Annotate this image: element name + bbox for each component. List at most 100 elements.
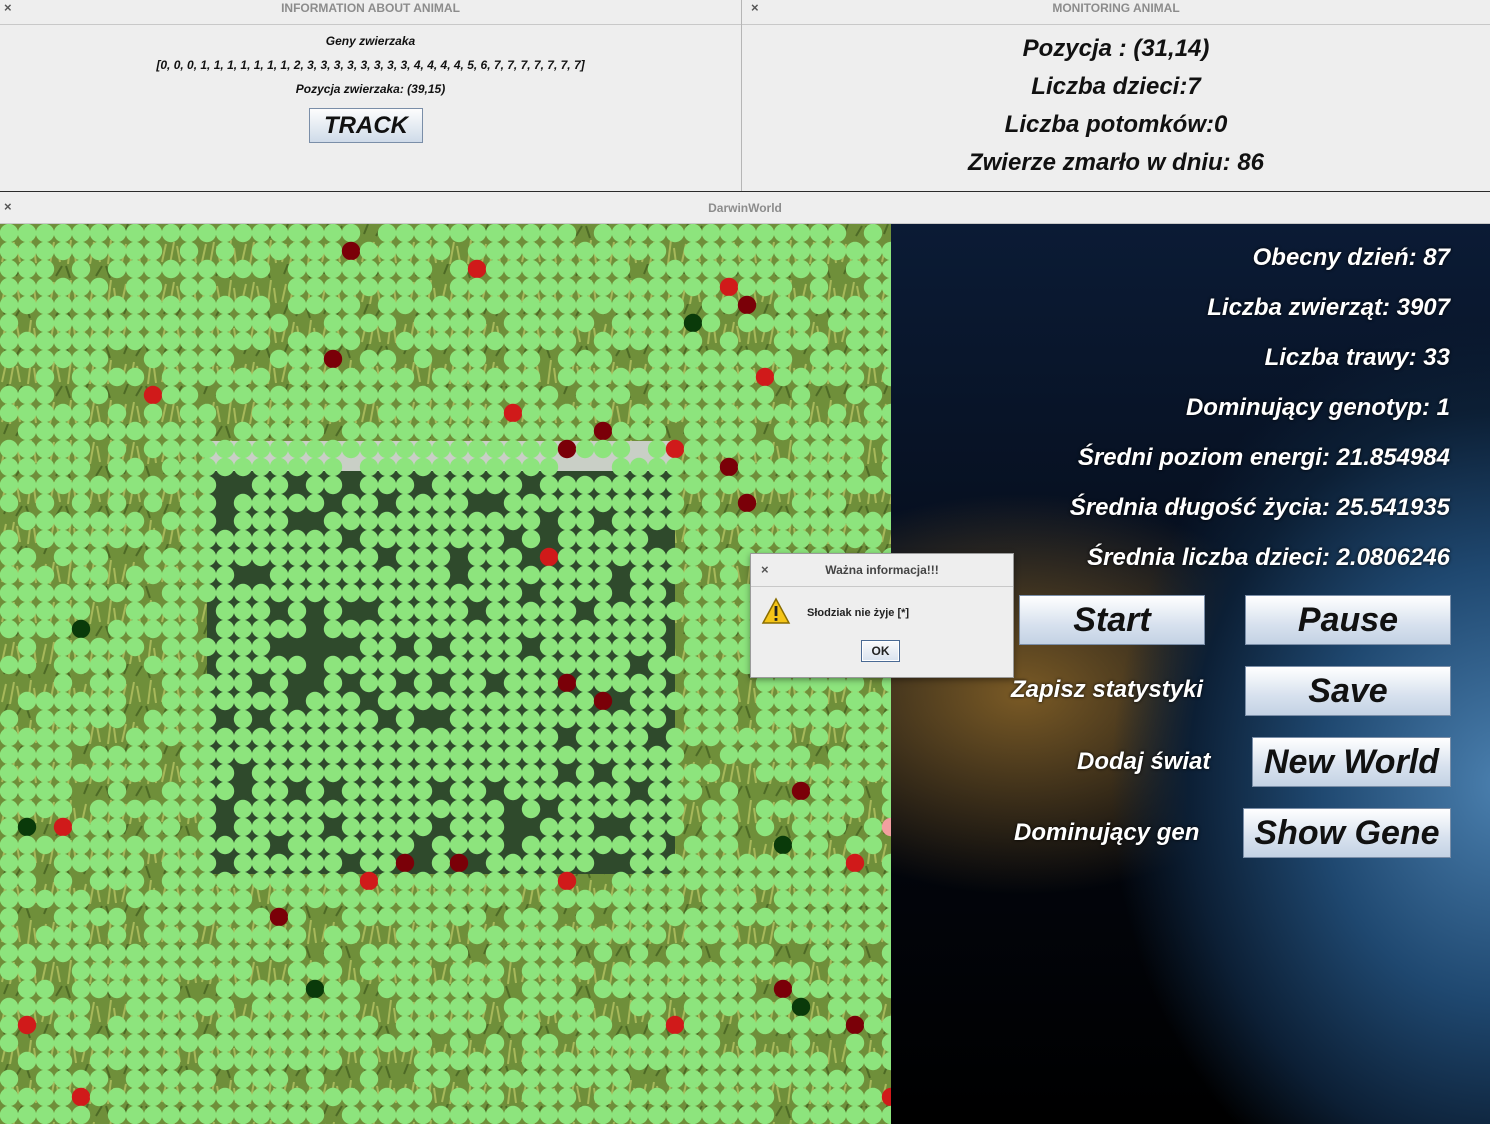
animal-cell[interactable] [611,889,631,909]
animal-cell[interactable] [35,349,55,369]
animal-cell[interactable] [485,421,505,441]
animal-cell[interactable] [233,601,253,621]
animal-cell[interactable] [557,709,577,729]
animal-cell[interactable] [683,601,703,621]
animal-cell[interactable] [467,511,487,531]
animal-cell[interactable] [755,1051,775,1071]
animal-cell[interactable] [251,925,271,945]
animal-cell[interactable] [71,997,91,1017]
animal-cell[interactable] [593,745,613,765]
animal-cell[interactable] [0,475,19,495]
animal-cell[interactable] [287,493,307,513]
animal-cell[interactable] [791,457,811,477]
animal-cell[interactable] [503,277,523,297]
animal-cell[interactable] [773,997,793,1017]
animal-cell[interactable] [539,224,559,243]
animal-cell[interactable] [521,493,541,513]
animal-cell[interactable] [377,277,397,297]
animal-cell[interactable] [377,224,397,243]
animal-cell[interactable] [521,601,541,621]
animal-cell[interactable] [575,565,595,585]
animal-cell[interactable] [323,799,343,819]
animal-cell[interactable] [143,907,163,927]
animal-cell[interactable] [485,1087,505,1107]
animal-cell[interactable] [323,853,343,873]
animal-cell[interactable] [539,493,559,513]
animal-cell[interactable] [557,241,577,261]
animal-cell[interactable] [647,781,667,801]
animal-cell[interactable] [413,871,433,891]
animal-cell[interactable] [179,565,199,585]
animal-cell[interactable] [467,727,487,747]
animal-cell[interactable] [107,1051,127,1071]
animal-cell[interactable] [413,745,433,765]
animal-cell[interactable] [251,745,271,765]
animal-cell[interactable] [755,349,775,369]
animal-cell[interactable] [665,547,685,567]
animal-cell[interactable] [143,1069,163,1089]
animal-cell[interactable] [557,673,577,693]
animal-cell[interactable] [359,565,379,585]
animal-cell[interactable] [215,583,235,603]
animal-cell[interactable] [107,331,127,351]
animal-cell[interactable] [701,1069,721,1089]
animal-cell[interactable] [305,529,325,549]
animal-cell[interactable] [845,457,865,477]
animal-cell[interactable] [719,979,739,999]
animal-cell[interactable] [287,331,307,351]
animal-cell[interactable] [233,673,253,693]
animal-cell[interactable] [35,439,55,459]
animal-cell[interactable] [71,889,91,909]
animal-cell[interactable] [449,619,469,639]
animal-cell[interactable] [305,583,325,603]
animal-cell[interactable] [107,655,127,675]
animal-cell[interactable] [125,529,145,549]
animal-cell[interactable] [845,871,865,891]
animal-cell[interactable] [755,385,775,405]
animal-cell[interactable] [161,457,181,477]
animal-cell[interactable] [881,979,891,999]
animal-cell[interactable] [197,331,217,351]
animal-cell[interactable] [0,943,19,963]
animal-cell[interactable] [359,655,379,675]
animal-cell[interactable] [485,475,505,495]
animal-cell[interactable] [269,475,289,495]
animal-cell[interactable] [395,277,415,297]
animal-cell[interactable] [53,871,73,891]
animal-cell[interactable] [413,583,433,603]
animal-cell[interactable] [341,745,361,765]
animal-cell[interactable] [863,224,883,243]
animal-cell[interactable] [773,457,793,477]
animal-cell[interactable] [179,907,199,927]
animal-cell[interactable] [791,439,811,459]
animal-cell[interactable] [89,583,109,603]
animal-cell[interactable] [197,853,217,873]
animal-cell[interactable] [683,367,703,387]
animal-cell[interactable] [377,907,397,927]
animal-cell[interactable] [197,691,217,711]
animal-cell[interactable] [485,745,505,765]
animal-cell[interactable] [629,691,649,711]
animal-cell[interactable] [215,763,235,783]
animal-cell[interactable] [683,1105,703,1124]
animal-cell[interactable] [791,313,811,333]
animal-cell[interactable] [305,224,325,243]
animal-cell[interactable] [431,799,451,819]
animal-cell[interactable] [773,727,793,747]
animal-cell[interactable] [881,727,891,747]
animal-cell[interactable] [827,709,847,729]
animal-cell[interactable] [557,367,577,387]
animal-cell[interactable] [809,1069,829,1089]
animal-cell[interactable] [611,493,631,513]
animal-cell[interactable] [71,637,91,657]
animal-cell[interactable] [629,547,649,567]
animal-cell[interactable] [287,907,307,927]
animal-cell[interactable] [683,691,703,711]
animal-cell[interactable] [233,619,253,639]
animal-cell[interactable] [467,781,487,801]
animal-cell[interactable] [395,619,415,639]
animal-cell[interactable] [431,583,451,603]
animal-cell[interactable] [863,241,883,261]
animal-cell[interactable] [341,781,361,801]
animal-cell[interactable] [35,691,55,711]
